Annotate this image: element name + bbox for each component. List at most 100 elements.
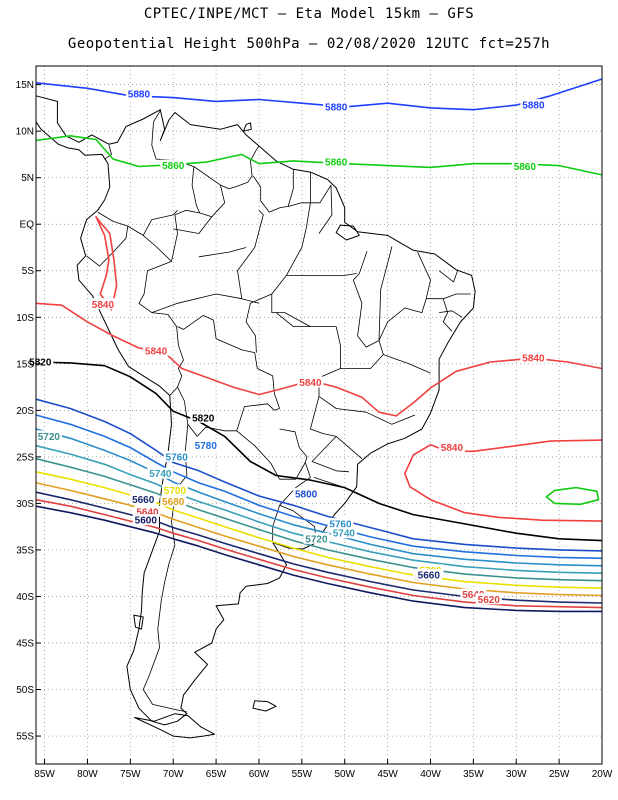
lat-tick-label: 10N — [16, 127, 34, 138]
axis-ticks: 15N 10N 5N EQ 5S 10S 15S 20S 25S 30S 35S 40S 45S 50S 5… — [16, 80, 613, 780]
lon-tick-label: 80W — [77, 769, 98, 780]
contour-label-bg — [511, 160, 538, 172]
contour-5640 — [35, 498, 603, 609]
contour-label-bg — [163, 450, 190, 462]
political-border — [318, 326, 416, 425]
lat-tick-label: 15N — [16, 80, 34, 91]
coastline — [35, 95, 476, 726]
political-border — [86, 211, 129, 267]
political-border — [442, 298, 453, 332]
contour-5700 — [35, 471, 603, 589]
political-border — [104, 144, 112, 160]
contour-label-bg — [130, 493, 157, 505]
contour-label: 5840 — [299, 378, 322, 389]
political-border — [275, 312, 311, 327]
political-border — [142, 210, 178, 236]
political-border — [340, 251, 384, 369]
contour-5840 — [95, 216, 118, 311]
contour-label-bg — [160, 495, 187, 507]
contour-label-bg — [327, 517, 354, 529]
contour-label-bg — [323, 100, 350, 112]
lat-tick-label: 5N — [21, 173, 34, 184]
contour-label-bg — [147, 467, 174, 479]
map-title-line-1: CPTEC/INPE/MCT – Eta Model 15km – GFS — [143, 6, 475, 22]
political-border — [438, 269, 459, 283]
coastline — [134, 713, 215, 739]
contour-label: 5880 — [128, 89, 151, 100]
political-border — [286, 273, 357, 276]
contour-labels-layer: 5880 5880 5880 5860 5860 5860 5840 5840 5840 5840… — [27, 87, 547, 606]
coastline — [252, 700, 277, 712]
contour-label: 5700 — [164, 486, 187, 497]
contour-label: 5720 — [305, 534, 328, 545]
contour-label-bg — [89, 298, 116, 310]
contour-5740 — [35, 444, 603, 574]
political-border — [310, 396, 363, 460]
contour-5780 — [35, 414, 603, 560]
contour-label-bg — [460, 588, 487, 600]
lat-tick-label: 10S — [16, 313, 34, 324]
map-title-line-2: Geopotential Height 500hPa – 02/08/2020 … — [67, 36, 551, 52]
lat-tick-label: 50S — [16, 685, 34, 696]
contour-label-bg — [475, 593, 502, 605]
coastline — [335, 224, 360, 241]
political-border — [310, 184, 332, 204]
lon-tick-label: 55W — [292, 769, 313, 780]
contour-label: 5840 — [522, 354, 545, 365]
lon-tick-label: 40W — [420, 769, 441, 780]
coastline-layer — [35, 95, 476, 739]
contour-label: 5840 — [441, 443, 464, 454]
contour-label: 5640 — [462, 590, 485, 601]
political-border — [169, 326, 184, 396]
contour-label-bg — [297, 376, 324, 388]
contour-label-bg — [143, 344, 170, 356]
lon-tick-label: 30W — [506, 769, 527, 780]
contour-5800 — [35, 398, 603, 552]
lon-tick-label: 85W — [34, 769, 55, 780]
political-border — [279, 428, 308, 463]
contour-label: 5640 — [136, 507, 159, 518]
contour-label-bg — [330, 527, 357, 539]
lon-tick-label: 50W — [334, 769, 355, 780]
contour-label: 5840 — [92, 300, 115, 311]
political-border — [378, 251, 431, 341]
contour-label-bg — [520, 99, 547, 111]
political-border — [193, 145, 260, 190]
political-border — [383, 354, 431, 374]
political-border — [318, 185, 333, 234]
lon-tick-label: 35W — [463, 769, 484, 780]
contour-5840 — [404, 439, 603, 522]
political-border — [127, 225, 172, 262]
country-borders-layer — [86, 110, 471, 713]
map-frame — [35, 65, 603, 765]
political-border — [199, 185, 226, 218]
contour-label-bg — [27, 355, 54, 367]
contour-label-bg — [132, 514, 159, 526]
contour-layer — [35, 78, 603, 613]
contour-label: 5860 — [514, 162, 537, 173]
political-border — [252, 169, 294, 213]
political-border — [271, 202, 311, 295]
contour-label-bg — [160, 159, 187, 171]
lon-tick-label: 25W — [549, 769, 570, 780]
lat-tick-label: 15S — [16, 359, 34, 370]
contour-label-bg — [438, 441, 465, 453]
political-border — [198, 247, 247, 258]
contour-label-bg — [35, 430, 62, 442]
political-border — [287, 172, 311, 207]
contour-label: 5800 — [295, 490, 318, 501]
contour-label-bg — [190, 411, 217, 423]
political-border — [378, 246, 393, 341]
lat-tick-label: 40S — [16, 592, 34, 603]
coastline — [243, 122, 252, 132]
political-border — [177, 315, 280, 409]
political-border — [173, 216, 213, 234]
political-border — [151, 293, 260, 313]
political-border — [426, 293, 471, 300]
contour-closed — [545, 486, 600, 506]
lat-tick-label: 55S — [16, 732, 34, 743]
lon-tick-label: 45W — [377, 769, 398, 780]
contour-label-bg — [520, 352, 547, 364]
political-border — [311, 436, 350, 473]
contour-label: 5880 — [325, 102, 348, 113]
